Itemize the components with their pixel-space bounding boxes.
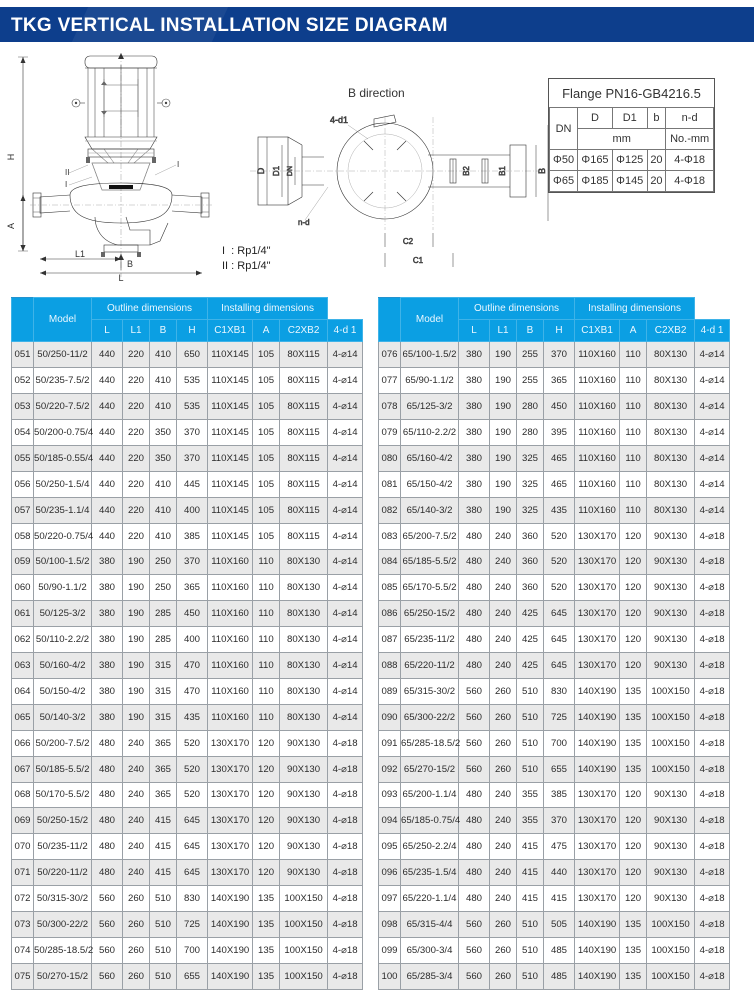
svg-text:n-d: n-d: [298, 218, 310, 227]
svg-text:II: II: [65, 168, 69, 177]
svg-text:B: B: [127, 259, 133, 269]
svg-text:C2: C2: [403, 237, 414, 246]
svg-text:L: L: [118, 273, 123, 283]
svg-text:A: A: [6, 223, 16, 229]
svg-text:B2: B2: [462, 166, 471, 176]
svg-text:L1: L1: [75, 249, 85, 259]
svg-text:B: B: [537, 168, 547, 174]
svg-text:D: D: [256, 167, 266, 174]
svg-text:H: H: [6, 154, 16, 161]
svg-text:I: I: [65, 180, 67, 189]
svg-text:C1: C1: [413, 256, 424, 265]
svg-text:4-d1: 4-d1: [330, 115, 348, 125]
svg-text:D1: D1: [272, 165, 281, 176]
svg-text:B direction: B direction: [348, 86, 405, 100]
svg-text:B1: B1: [498, 166, 507, 176]
svg-text:I: I: [177, 160, 179, 169]
